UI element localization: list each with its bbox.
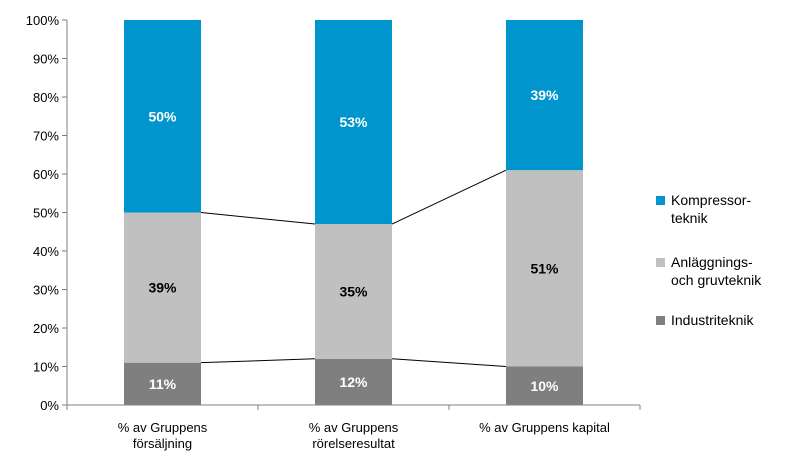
x-category-label-line: rörelseresultat: [312, 436, 395, 451]
data-label-s0-c2: 10%: [530, 378, 559, 394]
legend-label-line: och gruvteknik: [671, 272, 762, 288]
legend-label-s2: Kompressor-teknik: [671, 192, 751, 226]
bar-segment-s2-c1: [315, 20, 392, 225]
bar-segment-s0-c2: [506, 366, 583, 405]
y-tick-label-5: 50%: [33, 206, 59, 221]
legend-label-line: teknik: [671, 210, 709, 226]
series-line-s1-c1: [391, 169, 507, 225]
data-label-s0-c1: 12%: [339, 374, 368, 390]
x-category-label-line: % av Gruppens kapital: [479, 420, 610, 435]
legend-label-line: Industriteknik: [671, 312, 754, 328]
bar-segment-s1-c0: [124, 212, 201, 363]
x-category-label-line: försäljning: [133, 436, 192, 451]
x-category-label-0: % av Gruppens försäljning: [118, 420, 208, 451]
data-label-s2-c2: 39%: [530, 87, 559, 103]
y-tick-label-8: 80%: [33, 90, 59, 105]
x-category-label-1: % av Gruppens rörelseresultat: [309, 420, 399, 451]
data-label-s1-c2: 51%: [530, 260, 559, 276]
legend-label-line: Anläggnings-: [671, 254, 753, 270]
series-lines-layer: [200, 169, 507, 367]
y-tick-label-2: 20%: [33, 321, 59, 336]
data-label-s1-c1: 35%: [339, 283, 368, 299]
y-tick-label-3: 30%: [33, 283, 59, 298]
series-line-s0-c0: [200, 358, 316, 364]
bar-segment-s1-c2: [506, 170, 583, 367]
bar-segment-s0-c0: [124, 362, 201, 405]
y-tick-label-6: 60%: [33, 167, 59, 182]
series-line-s1-c0: [200, 212, 316, 225]
y-tick-label-1: 10%: [33, 360, 59, 375]
x-category-label-line: % av Gruppens: [309, 420, 399, 435]
x-category-label-line: % av Gruppens: [118, 420, 208, 435]
bar-segment-s2-c0: [124, 20, 201, 213]
data-label-s1-c0: 39%: [148, 280, 177, 296]
legend: Kompressor-teknik Anläggnings-och gruvtek…: [656, 192, 762, 328]
y-tick-label-0: 0%: [40, 398, 59, 413]
legend-label-line: Kompressor-: [671, 192, 751, 208]
bar-segment-s2-c2: [506, 20, 583, 171]
data-labels-layer: 11% 39% 50% 12% 35% 53% 10% 51% 39%: [148, 87, 559, 394]
legend-label-s0: Industriteknik: [671, 312, 754, 328]
data-label-s2-c0: 50%: [148, 108, 177, 124]
legend-swatch-s2: [656, 196, 665, 205]
bars-layer: [124, 20, 583, 405]
axes-layer: 0% 10% 20% 30% 40% 50% 60% 70% 80% 90% 100% % av Gr…: [26, 13, 641, 451]
legend-label-s1: Anläggnings-och gruvteknik: [671, 254, 762, 288]
data-label-s2-c1: 53%: [339, 114, 368, 130]
y-tick-label-4: 40%: [33, 244, 59, 259]
legend-swatch-s0: [656, 316, 665, 325]
data-label-s0-c0: 11%: [149, 376, 177, 392]
x-category-label-2: % av Gruppens kapital: [479, 420, 610, 435]
y-tick-label-10: 100%: [26, 13, 60, 28]
legend-swatch-s1: [656, 258, 665, 267]
bar-segment-s1-c1: [315, 224, 392, 359]
y-tick-label-7: 70%: [33, 129, 59, 144]
bar-segment-s0-c1: [315, 358, 392, 405]
series-line-s0-c1: [391, 358, 507, 367]
y-tick-label-9: 90%: [33, 52, 59, 67]
